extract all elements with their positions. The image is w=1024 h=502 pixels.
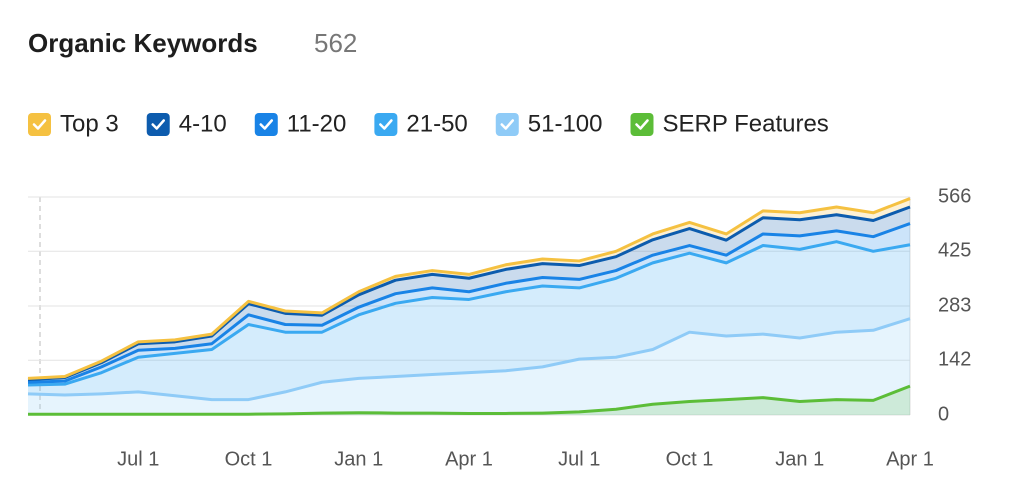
headline-value: 562 bbox=[314, 28, 357, 58]
legend-label: 11-20 bbox=[287, 110, 347, 137]
series-line bbox=[28, 384, 911, 416]
legend-label: SERP Features bbox=[663, 110, 829, 137]
y-tick-label: 283 bbox=[938, 294, 971, 316]
area-fill bbox=[28, 386, 910, 415]
series-line bbox=[27, 205, 911, 382]
x-tick-label: Apr 1 bbox=[445, 448, 493, 470]
x-tick-label: Jan 1 bbox=[334, 448, 383, 470]
area-band bbox=[28, 223, 910, 385]
y-tick-label: 566 bbox=[938, 185, 971, 207]
legend-checkbox bbox=[28, 113, 51, 136]
legend-item[interactable]: 51-100 bbox=[495, 110, 603, 137]
series-line bbox=[27, 240, 911, 387]
legend-item[interactable]: Top 3 bbox=[28, 110, 119, 137]
legend-checkbox bbox=[374, 113, 398, 136]
check-icon bbox=[151, 119, 165, 130]
check-icon bbox=[635, 119, 649, 130]
area-band bbox=[28, 241, 910, 400]
legend-checkbox bbox=[146, 113, 170, 136]
check-icon bbox=[500, 119, 515, 130]
legend-label: 4-10 bbox=[179, 110, 227, 137]
y-tick-label: 0 bbox=[938, 403, 949, 425]
x-tick-label: Jul 1 bbox=[117, 448, 159, 470]
series-line bbox=[27, 197, 911, 380]
x-tick-label: Jan 1 bbox=[775, 448, 824, 470]
legend-label: 21-50 bbox=[406, 110, 467, 137]
legend-label: 51-100 bbox=[528, 110, 603, 137]
series-line bbox=[27, 317, 911, 402]
x-tick-label: Oct 1 bbox=[225, 448, 273, 470]
chart-title: Organic Keywords bbox=[28, 28, 258, 58]
area-band bbox=[28, 207, 910, 383]
y-tick-label: 142 bbox=[938, 349, 971, 371]
legend-item[interactable]: 4-10 bbox=[146, 110, 227, 137]
legend-checkbox bbox=[630, 113, 654, 136]
x-tick-label: Oct 1 bbox=[666, 448, 714, 470]
legend-item[interactable]: 21-50 bbox=[374, 110, 468, 137]
legend-item[interactable]: SERP Features bbox=[630, 110, 829, 137]
check-icon bbox=[379, 119, 393, 130]
legend-item[interactable]: 11-20 bbox=[254, 110, 347, 137]
series-line bbox=[27, 222, 911, 384]
legend-checkbox bbox=[495, 113, 519, 136]
x-tick-label: Apr 1 bbox=[886, 448, 934, 470]
legend-label: Top 3 bbox=[60, 110, 119, 137]
check-icon bbox=[32, 119, 47, 130]
y-tick-label: 425 bbox=[938, 240, 971, 262]
check-icon bbox=[259, 119, 274, 130]
area-band bbox=[28, 318, 910, 415]
legend-checkbox bbox=[254, 113, 278, 136]
x-tick-label: Jul 1 bbox=[558, 448, 600, 470]
